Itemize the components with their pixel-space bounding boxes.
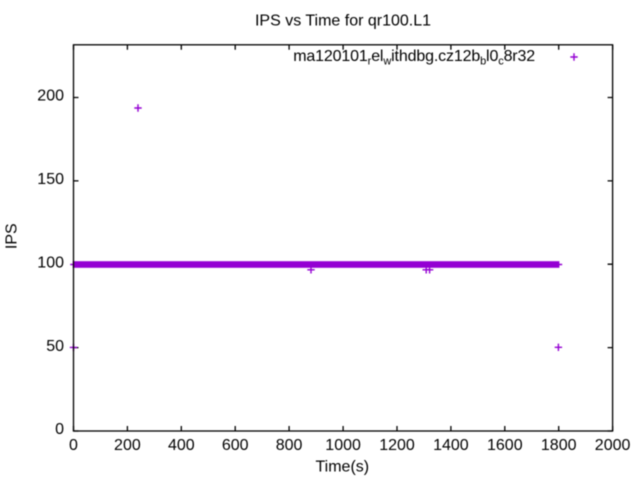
svg-text:150: 150 <box>37 171 64 188</box>
svg-text:1800: 1800 <box>541 437 577 454</box>
svg-text:200: 200 <box>114 437 141 454</box>
svg-text:400: 400 <box>168 437 195 454</box>
svg-text:100: 100 <box>37 254 64 271</box>
svg-text:2000: 2000 <box>595 437 631 454</box>
svg-text:Time(s): Time(s) <box>315 459 369 476</box>
svg-text:0: 0 <box>55 421 64 438</box>
svg-text:800: 800 <box>276 437 303 454</box>
svg-text:1600: 1600 <box>487 437 523 454</box>
svg-text:1200: 1200 <box>379 437 415 454</box>
svg-text:0: 0 <box>69 437 78 454</box>
svg-text:IPS: IPS <box>4 223 21 249</box>
svg-text:IPS vs Time for qr100.L1: IPS vs Time for qr100.L1 <box>255 13 431 30</box>
svg-text:ma120101relwithdbg.cz12bbl0c8r: ma120101relwithdbg.cz12bbl0c8r32 <box>293 48 535 68</box>
svg-text:50: 50 <box>46 338 64 355</box>
svg-text:1000: 1000 <box>325 437 361 454</box>
svg-text:1400: 1400 <box>433 437 469 454</box>
svg-text:200: 200 <box>37 88 64 105</box>
svg-text:600: 600 <box>222 437 249 454</box>
